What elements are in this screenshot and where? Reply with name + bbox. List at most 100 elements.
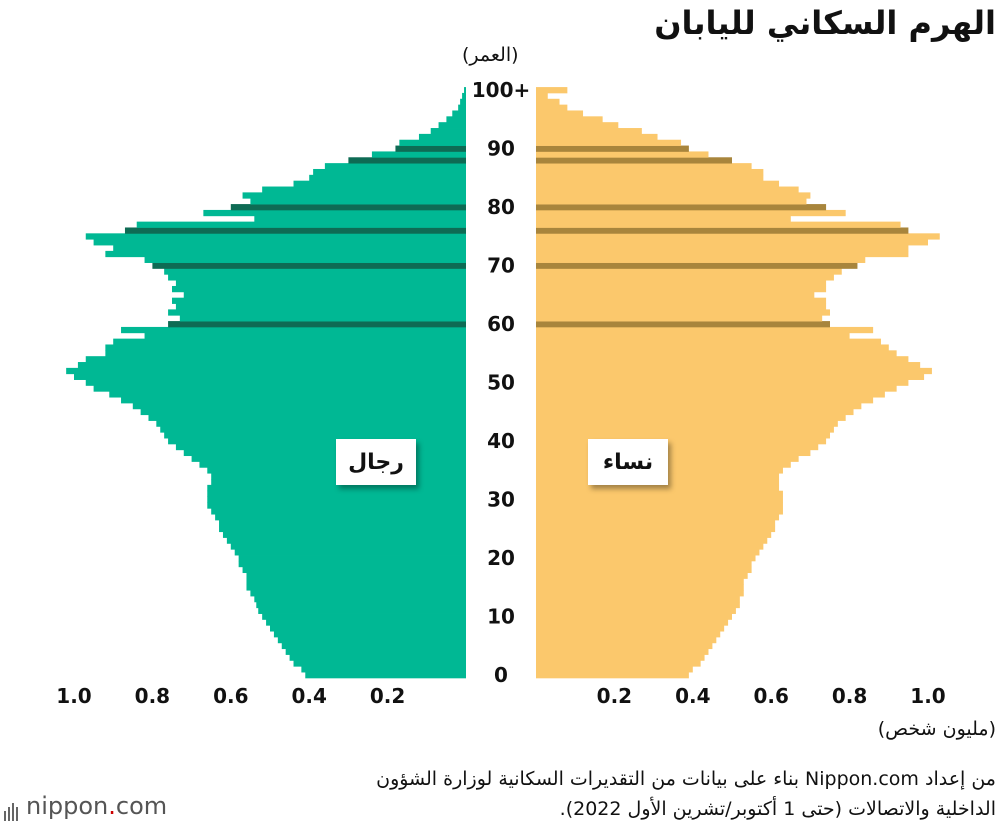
age-tick-60: 60 <box>487 312 515 336</box>
male-bar-age-65 <box>183 291 466 299</box>
female-bar-age-76 <box>536 227 909 234</box>
male-bar-age-98 <box>460 98 466 106</box>
male-bar-age-39 <box>175 443 467 451</box>
male-bar-age-37 <box>191 455 466 462</box>
female-bar-age-28 <box>536 508 783 515</box>
female-bar-age-71 <box>536 256 866 263</box>
male-bar-age-94 <box>438 122 466 129</box>
male-bar-age-96 <box>452 110 466 117</box>
female-bar-age-54 <box>536 356 909 363</box>
female-bar-age-44 <box>536 414 846 421</box>
male-bar-age-57 <box>113 338 466 345</box>
female-bar-age-58 <box>536 332 850 340</box>
nippon-logo: nippon.com <box>4 792 167 821</box>
female-value-tick: 1.0 <box>910 684 945 708</box>
female-bar-age-96 <box>536 110 584 117</box>
male-bar-age-83 <box>262 186 466 193</box>
male-bar-age-24 <box>222 531 466 538</box>
male-bar-age-44 <box>148 414 467 421</box>
male-bar-age-36 <box>199 461 466 468</box>
female-bar-age-26 <box>536 519 776 527</box>
male-bar-age-15 <box>246 584 466 591</box>
male-bar-age-30 <box>207 496 466 503</box>
female-bar-age-7 <box>536 631 721 638</box>
male-bar-age-79 <box>203 209 467 217</box>
female-bar-age-16 <box>536 578 744 585</box>
age-tick-labels: 0 10 20 30 40 50 60 70 80 90 100+ <box>472 78 531 687</box>
male-bar-age-54 <box>85 356 466 363</box>
female-bar-age-63 <box>536 303 827 310</box>
female-bar-age-84 <box>536 180 780 187</box>
male-bar-age-69 <box>164 268 466 275</box>
male-bar-age-87 <box>324 163 466 170</box>
female-bar-age-17 <box>536 572 748 579</box>
male-bar-age-76 <box>124 227 467 234</box>
female-bar-age-85 <box>536 174 764 182</box>
male-bar-age-80 <box>230 204 466 211</box>
female-bar-age-47 <box>536 397 874 404</box>
male-bar-age-3 <box>289 654 466 661</box>
logo-text-main: nippon <box>26 792 109 820</box>
male-bar-age-72 <box>105 250 467 258</box>
legend-male: رجال <box>336 439 416 485</box>
male-bar-age-1 <box>301 666 466 673</box>
age-axis-label: (العمر) <box>462 44 519 66</box>
male-bar-age-81 <box>250 198 466 205</box>
male-value-tick: 0.6 <box>213 684 248 708</box>
female-value-tick: 0.6 <box>753 684 788 708</box>
female-bars-group <box>536 87 940 679</box>
female-bar-age-4 <box>536 648 709 655</box>
male-bar-age-49 <box>93 385 466 392</box>
female-bar-age-87 <box>536 163 752 170</box>
male-bar-age-88 <box>348 157 466 164</box>
male-bar-age-78 <box>254 215 466 223</box>
female-bar-age-46 <box>536 402 862 410</box>
male-bar-age-71 <box>144 256 466 263</box>
male-bar-age-74 <box>93 239 466 246</box>
male-bar-age-13 <box>254 596 466 603</box>
male-bar-age-42 <box>160 426 467 433</box>
female-bar-age-95 <box>536 116 603 123</box>
male-bar-age-5 <box>281 642 466 650</box>
male-bar-age-50 <box>85 379 466 386</box>
female-bar-age-45 <box>536 408 854 416</box>
female-bar-age-13 <box>536 596 740 603</box>
female-bar-age-62 <box>536 309 830 316</box>
female-bar-age-30 <box>536 496 783 503</box>
male-bar-age-31 <box>207 490 466 497</box>
female-bar-age-18 <box>536 566 752 574</box>
male-bar-age-27 <box>215 514 466 521</box>
female-bar-age-20 <box>536 555 756 562</box>
female-bar-age-9 <box>536 619 729 626</box>
male-bar-age-18 <box>242 566 466 574</box>
male-bar-age-91 <box>399 139 466 146</box>
female-bar-age-88 <box>536 157 732 164</box>
female-bar-age-57 <box>536 338 881 345</box>
female-bar-age-93 <box>536 128 642 135</box>
male-bar-age-38 <box>183 449 466 457</box>
male-value-tick: 0.4 <box>291 684 326 708</box>
male-bar-age-46 <box>132 402 467 410</box>
female-bar-age-29 <box>536 502 783 509</box>
female-bar-age-82 <box>536 192 811 199</box>
male-bar-age-97 <box>458 104 466 111</box>
male-bar-age-63 <box>175 303 467 310</box>
male-bar-age-61 <box>179 315 466 322</box>
male-bar-age-19 <box>238 560 466 568</box>
female-bar-age-19 <box>536 560 752 568</box>
logo-bars-icon <box>4 793 20 821</box>
legend-female: نساء <box>588 439 668 485</box>
male-bar-age-53 <box>77 362 467 369</box>
male-bar-age-26 <box>219 519 466 527</box>
female-bar-age-40 <box>536 438 827 445</box>
female-bar-age-83 <box>536 186 799 193</box>
male-bar-age-23 <box>226 537 466 544</box>
female-bar-age-41 <box>536 432 830 439</box>
male-bar-age-66 <box>172 285 466 293</box>
female-bar-age-24 <box>536 531 772 538</box>
female-bar-age-66 <box>536 285 827 293</box>
female-value-tick: 0.4 <box>675 684 710 708</box>
female-bar-age-98 <box>536 98 560 106</box>
female-bar-age-97 <box>536 104 568 111</box>
